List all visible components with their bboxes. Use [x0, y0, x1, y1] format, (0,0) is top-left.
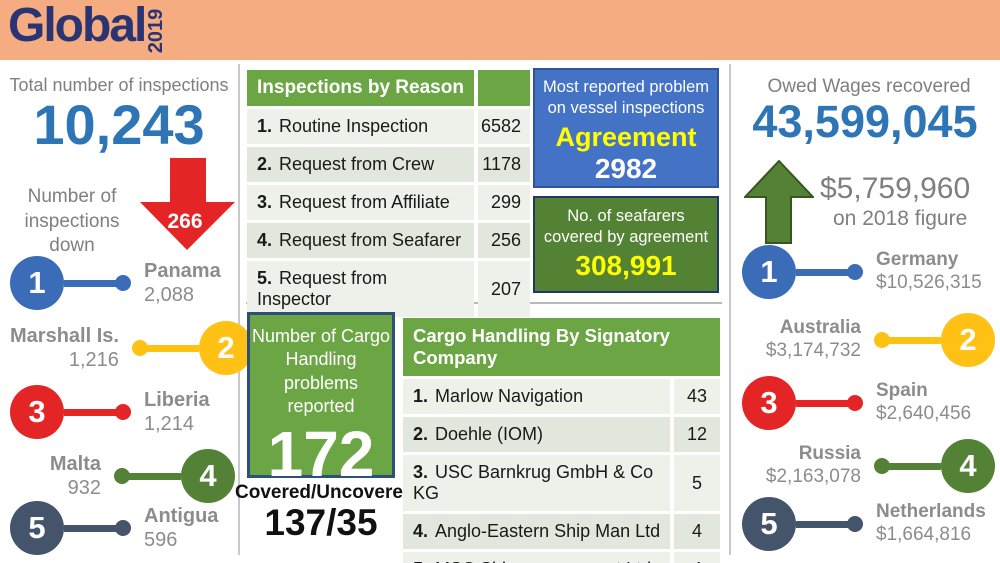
rank-text: Spain $2,640,456: [876, 380, 972, 424]
flag-rank-row-3: 3 Liberia 1,214: [10, 385, 235, 439]
rank-badge: 5: [10, 501, 64, 555]
total-inspections-label: Total number of inspections: [9, 75, 229, 95]
rank-text: Australia $3,174,732: [765, 317, 861, 361]
problem-highlight: Agreement: [555, 121, 697, 152]
seafarers-covered-box: No. of seafarers covered by agreement 30…: [533, 196, 719, 293]
connector-dot: [114, 468, 130, 484]
connector-dot: [115, 520, 131, 536]
connector-line: [796, 399, 848, 407]
connector-dot: [874, 332, 890, 348]
flag-rank-row-5: 5 Antigua 596: [10, 501, 235, 555]
connector-line: [796, 268, 848, 276]
table-header: Inspections by Reason: [247, 70, 530, 106]
connector-line: [64, 408, 116, 416]
total-inspections-value: 10,243: [33, 93, 205, 156]
cargo-handling-table: Cargo Handling By Signatory Company 1. Ma…: [403, 318, 720, 563]
divider-left: [238, 64, 240, 555]
flag-rank-row-4: Malta 932 4: [10, 449, 235, 503]
page-title: Global: [8, 0, 147, 52]
table-row: 4. Request from Seafarer 256: [247, 223, 530, 258]
down-arrow-icon: 266: [140, 158, 235, 250]
rank-text: Liberia 1,214: [144, 389, 210, 435]
rank-text: Antigua 596: [144, 505, 219, 551]
rank-badge: 2: [941, 313, 995, 367]
owed-wages-label: Owed Wages recovered: [767, 76, 971, 97]
table-header-value-cell: [478, 70, 530, 106]
rank-badge: 1: [10, 256, 64, 310]
rank-badge: 1: [742, 245, 796, 299]
cargo-problems-box: Number of Cargo Handling problems report…: [247, 312, 395, 489]
rank-badge: 2: [198, 321, 253, 375]
connector-line: [889, 336, 941, 344]
inspections-down-label: Number of inspections down: [24, 186, 120, 257]
connector-line: [889, 462, 941, 470]
connector-line: [146, 344, 199, 352]
flag-rank-row-2: Marshall Is. 1,216 2: [10, 321, 253, 375]
inspections-down-value: 266: [167, 210, 202, 233]
connector-dot: [874, 458, 890, 474]
rank-badge: 5: [742, 497, 796, 551]
covered-uncovered-label: Covered/Uncovered: [235, 482, 415, 503]
problem-count: 2982: [594, 152, 658, 184]
connector-line: [129, 472, 181, 480]
rank-text: Netherlands $1,664,816: [876, 501, 986, 545]
connector-line: [796, 520, 848, 528]
wages-delta-value: $5,759,960: [820, 172, 971, 205]
wages-rank-row-5: 5 Netherlands $1,664,816: [742, 497, 995, 551]
connector-dot: [115, 404, 131, 420]
table-header: Cargo Handling By Signatory Company: [403, 318, 720, 376]
table-row: 2. Doehle (IOM) 12: [403, 417, 720, 452]
up-arrow-icon: [744, 160, 814, 244]
table-row: 2. Request from Crew 1178: [247, 147, 530, 182]
connector-dot: [847, 264, 863, 280]
table-row: 1. Routine Inspection 6582: [247, 109, 530, 144]
wages-rank-row-1: 1 Germany $10,526,315: [742, 245, 995, 299]
table-row: 3. Request from Affiliate 299: [247, 185, 530, 220]
table-row: 4. Anglo-Eastern Ship Man Ltd 4: [403, 514, 720, 549]
header-bar: Global 2019: [0, 0, 1000, 60]
flag-rank-row-1: 1 Panama 2,088: [10, 256, 235, 310]
table-title: Inspections by Reason: [247, 70, 474, 106]
connector-dot: [115, 275, 131, 291]
table-title: Cargo Handling By Signatory Company: [403, 318, 720, 376]
divider-right: [729, 64, 731, 555]
rank-text: Russia $2,163,078: [765, 443, 861, 487]
connector-dot: [131, 340, 148, 356]
connector-dot: [847, 395, 863, 411]
wages-rank-row-4: Russia $2,163,078 4: [742, 439, 995, 493]
table-row: 5.MSC Shipmanagement Ltd 4: [403, 552, 720, 563]
up-arrow-shape: [744, 160, 814, 244]
seafarers-count: 308,991: [575, 249, 677, 281]
rank-text: Germany $10,526,315: [876, 249, 982, 293]
covered-uncovered-value: 137/35: [264, 502, 378, 543]
table-row: 3. USC Barnkrug GmbH & Co KG 5: [403, 455, 720, 511]
rank-badge: 4: [181, 449, 235, 503]
owed-wages-value: 43,599,045: [752, 96, 978, 147]
year-label: 2019: [144, 8, 167, 54]
table-row: 5. Request from Inspector 207: [247, 261, 530, 317]
down-arrow-shape: [140, 158, 235, 250]
cargo-problems-count: 172: [267, 417, 375, 490]
wages-delta-label: on 2018 figure: [833, 207, 968, 230]
rank-text: Panama 2,088: [144, 260, 221, 306]
table-row: 1. Marlow Navigation 43: [403, 379, 720, 414]
rank-text: Marshall Is. 1,216: [10, 325, 119, 371]
rank-badge: 3: [10, 385, 64, 439]
connector-line: [64, 279, 116, 287]
rank-badge: 3: [742, 376, 796, 430]
wages-rank-row-3: 3 Spain $2,640,456: [742, 376, 995, 430]
connector-line: [64, 524, 116, 532]
most-reported-problem-box: Most reported problem on vessel inspecti…: [533, 68, 719, 188]
inspections-by-reason-table: Inspections by Reason 1. Routine Inspecti…: [247, 70, 530, 317]
rank-badge: 4: [941, 439, 995, 493]
connector-dot: [847, 516, 863, 532]
rank-text: Malta 932: [49, 453, 101, 499]
wages-rank-row-2: Australia $3,174,732 2: [742, 313, 995, 367]
